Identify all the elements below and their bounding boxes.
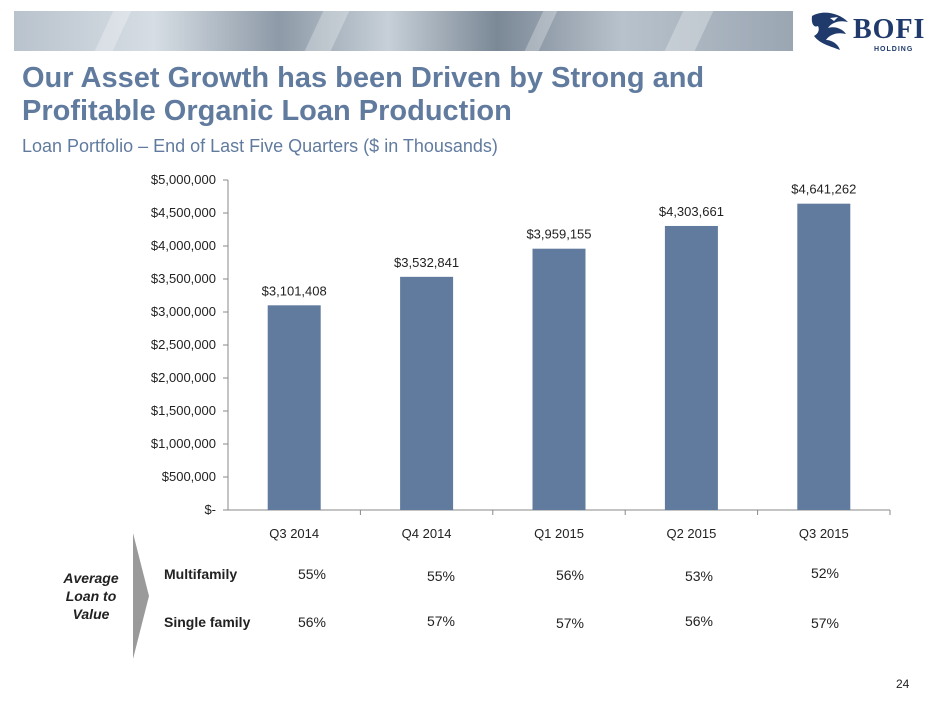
bar (797, 203, 851, 511)
ltv-single-family-q2-2015: 56% (684, 613, 714, 629)
slide-title: Our Asset Growth has been Driven by Stro… (22, 62, 705, 127)
ltv-multifamily-q1-2015: 56% (555, 567, 585, 583)
y-tick-label: $4,500,000 (151, 205, 216, 220)
x-tick-label: Q1 2015 (534, 526, 584, 541)
y-tick-label: $2,000,000 (151, 370, 216, 385)
ltv-row-label-single-family: Single family (164, 614, 251, 630)
ltv-row-label-multifamily: Multifamily (164, 566, 238, 582)
ltv-single-family-q3-2015: 57% (810, 615, 840, 631)
avg-ltv-label: Average Loan to Value (63, 570, 119, 622)
slide-subtitle: Loan Portfolio – End of Last Five Quarte… (22, 136, 498, 156)
y-tick-label: $3,000,000 (151, 304, 216, 319)
y-tick-label: $4,000,000 (151, 238, 216, 253)
ltv-multifamily-q2-2015: 53% (684, 568, 714, 584)
y-tick-label: $3,500,000 (151, 271, 216, 286)
x-tick-label: Q3 2015 (799, 526, 849, 541)
y-tick-label: $1,000,000 (151, 436, 216, 451)
ltv-multifamily-q3-2014: 55% (297, 566, 327, 582)
ltv-single-family-q4-2014: 57% (426, 613, 456, 629)
header-banner (14, 11, 793, 51)
y-tick-label: $- (204, 502, 216, 517)
y-tick-label: $500,000 (162, 469, 216, 484)
y-tick-label: $1,500,000 (151, 403, 216, 418)
bar-data-label: $3,532,841 (394, 255, 459, 270)
ltv-multifamily-q3-2015: 52% (810, 565, 840, 581)
y-tick-label: $2,500,000 (151, 337, 216, 352)
bar (267, 305, 321, 510)
ltv-single-family-q3-2014: 56% (297, 614, 327, 630)
eagle-icon (811, 12, 848, 50)
bar-data-label: $4,641,262 (791, 182, 856, 197)
bar (664, 225, 718, 510)
ltv-multifamily-q4-2014: 55% (426, 568, 456, 584)
page-number: 24 (896, 677, 910, 691)
company-logo: BOFI HOLDING (808, 8, 928, 58)
bar (532, 248, 586, 510)
bar-data-label: $3,101,408 (262, 283, 327, 298)
x-tick-label: Q4 2014 (402, 526, 452, 541)
ltv-single-family-q1-2015: 57% (555, 615, 585, 631)
bar (400, 276, 454, 510)
loan-portfolio-bar-chart: $- $500,000 $1,000,000 $1,500,000 $2,000,000… (151, 172, 891, 541)
x-tick-label: Q3 2014 (269, 526, 319, 541)
logo-wordmark: BOFI (853, 14, 926, 45)
logo-subtext: HOLDING (874, 46, 914, 53)
y-tick-label: $5,000,000 (151, 172, 216, 187)
x-tick-label: Q2 2015 (666, 526, 716, 541)
bar-data-label: $4,303,661 (659, 204, 724, 219)
bar-data-label: $3,959,155 (526, 227, 591, 242)
